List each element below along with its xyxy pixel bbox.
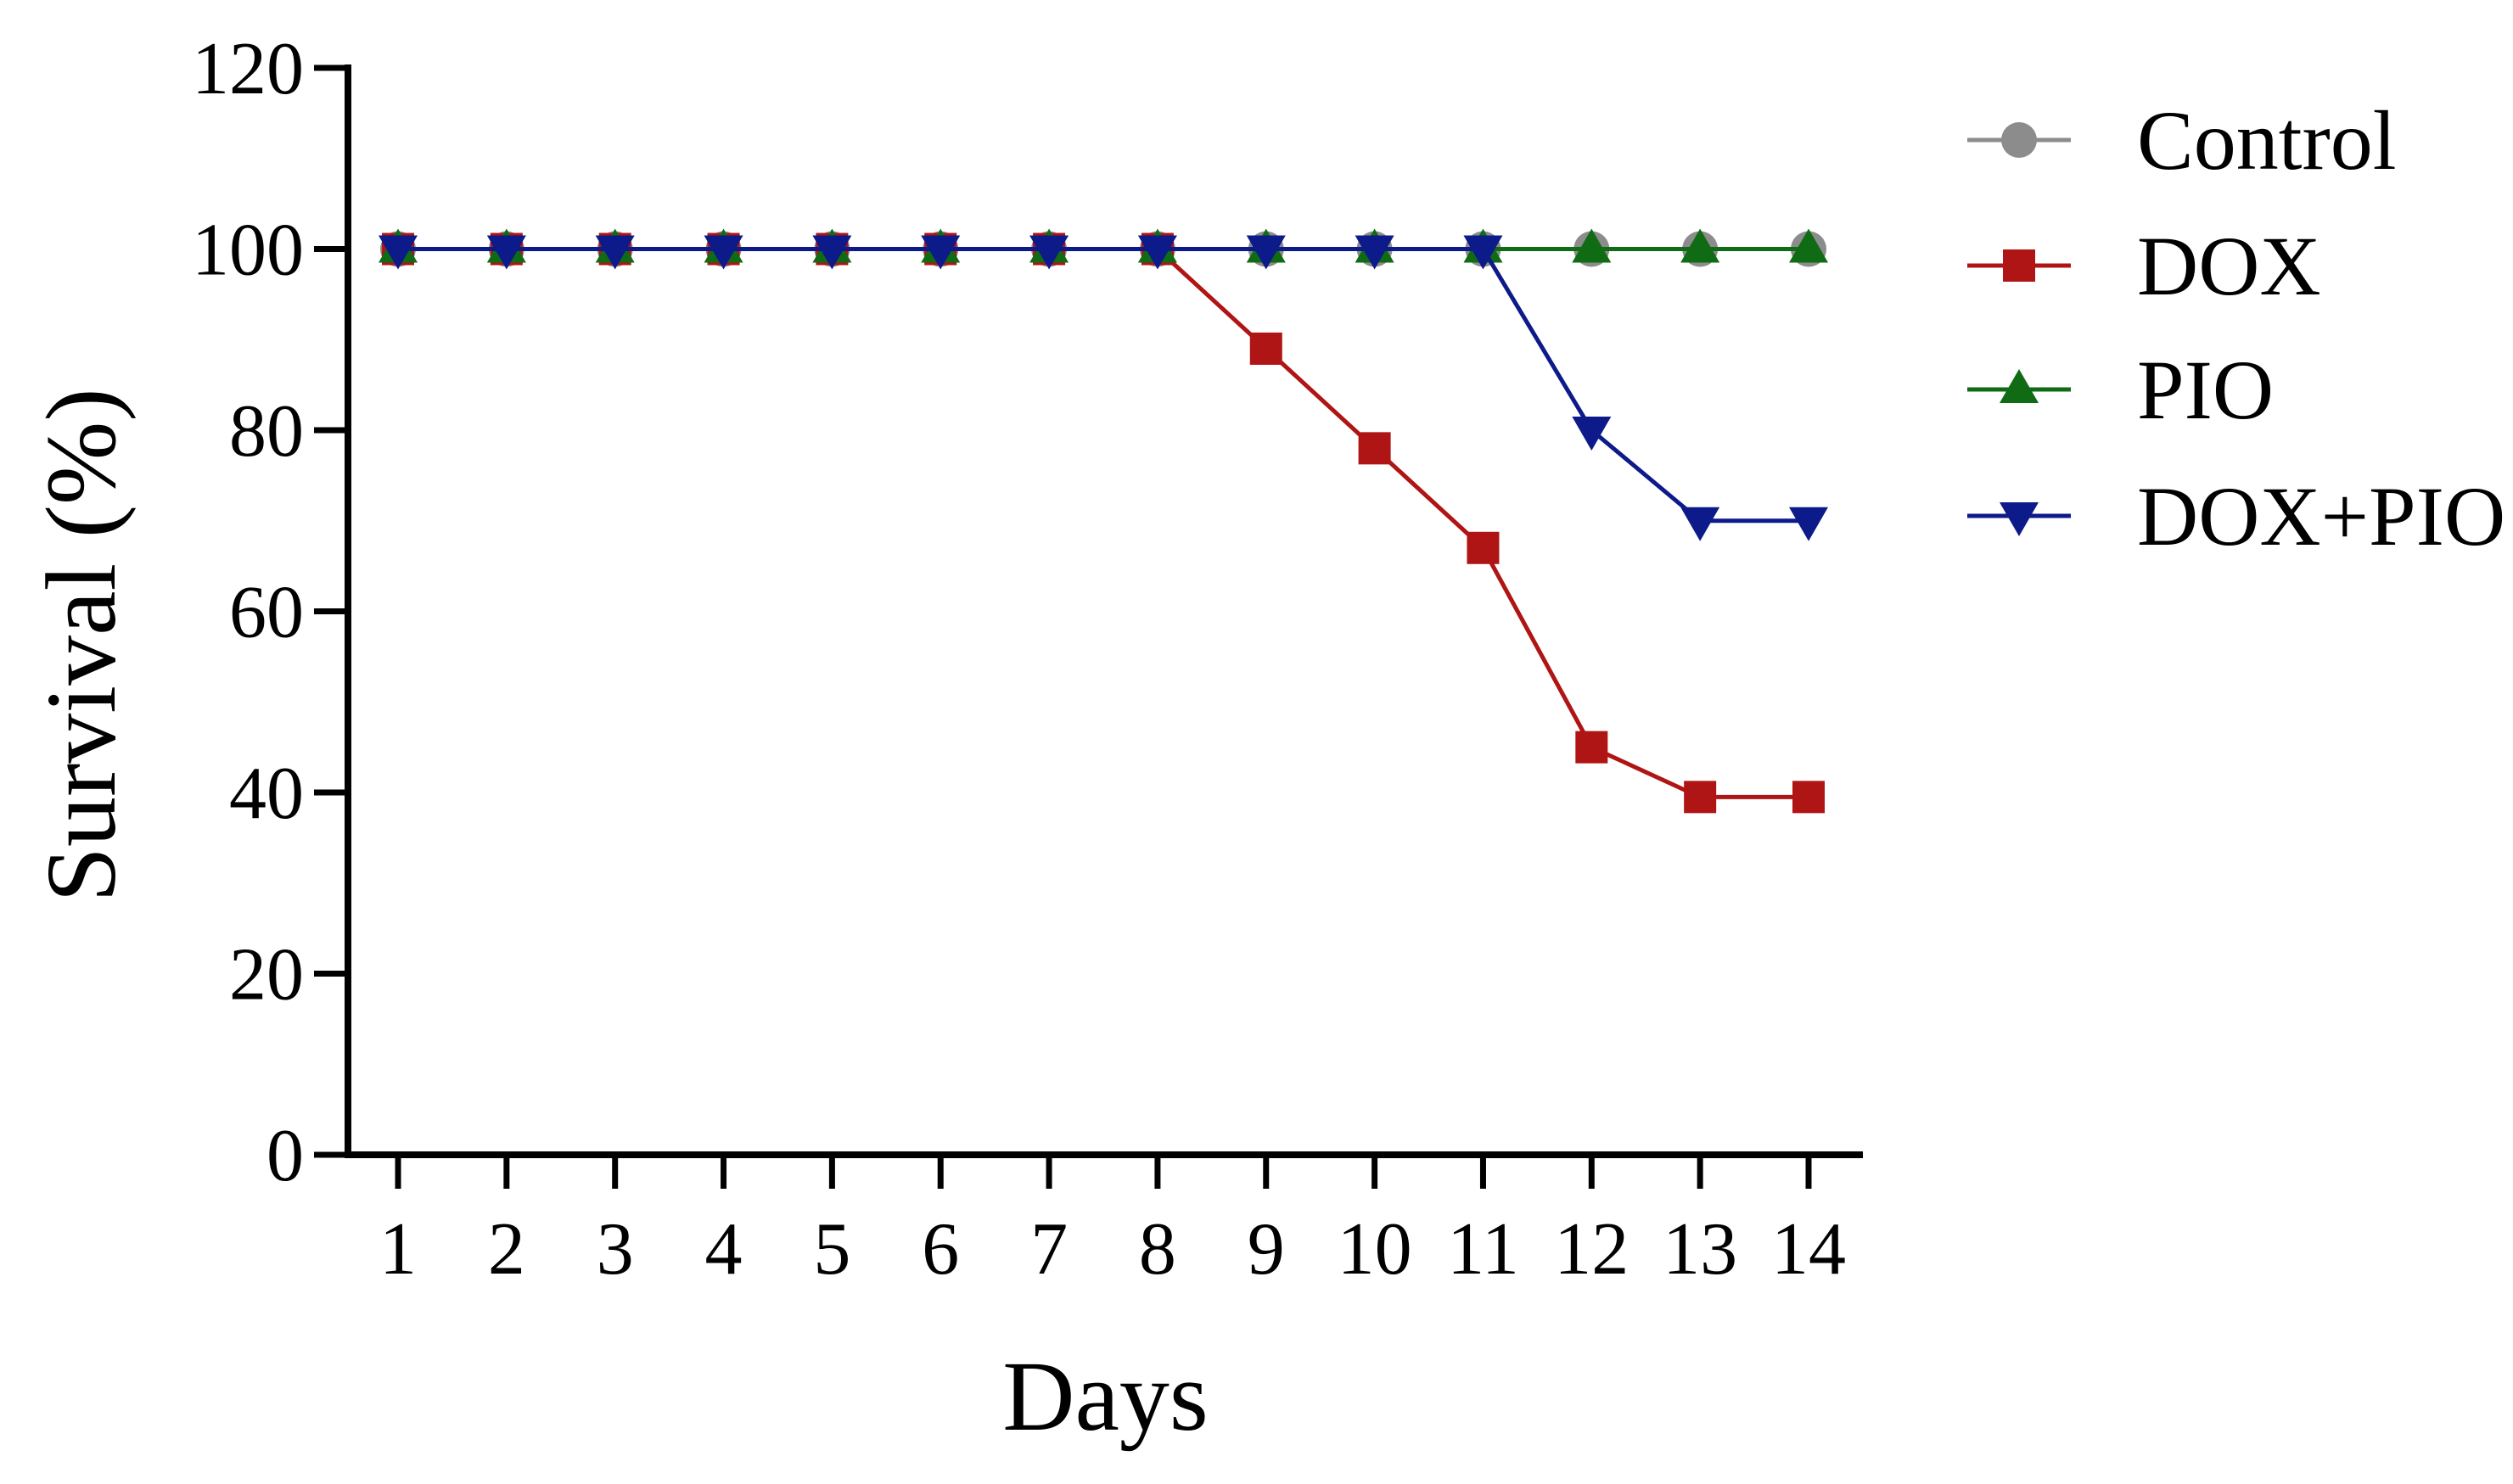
- x-axis-title: Days: [1002, 1341, 1209, 1452]
- legend-item-control: Control: [1967, 93, 2397, 188]
- data-point-dox: [1792, 781, 1825, 814]
- x-tick-label: 13: [1663, 1208, 1737, 1291]
- data-point-dox: [1684, 781, 1717, 814]
- y-tick-label: 20: [229, 934, 304, 1016]
- data-point-dox-pio: [812, 235, 852, 270]
- data-point-dox-pio: [1137, 235, 1177, 270]
- y-tick-label: 40: [229, 753, 304, 835]
- series-dox: [382, 232, 1825, 814]
- y-tick-label: 120: [192, 28, 304, 110]
- series-dox-pio: [379, 235, 1828, 541]
- data-point-dox-pio: [1029, 235, 1069, 270]
- data-point-dox-pio: [1680, 507, 1720, 541]
- data-point-dox-pio: [595, 235, 635, 270]
- data-point-dox-pio: [921, 235, 961, 270]
- series-line-dox: [398, 247, 1809, 799]
- data-point-dox-pio: [1355, 235, 1394, 270]
- data-point-dox-pio: [379, 235, 418, 270]
- x-tick-label: 8: [1139, 1208, 1176, 1291]
- legend-item-pio: PIO: [1967, 343, 2274, 437]
- data-point-dox: [1358, 432, 1391, 465]
- legend-label: DOX+PIO: [2137, 469, 2505, 563]
- legend-item-dox: DOX: [1967, 219, 2321, 313]
- series-pio: [379, 228, 1828, 263]
- legend-marker: [2001, 122, 2037, 158]
- x-tick-label: 12: [1554, 1208, 1629, 1291]
- legend-label: DOX: [2137, 219, 2321, 313]
- data-point-dox-pio: [704, 235, 743, 270]
- x-tick-label: 4: [705, 1208, 743, 1291]
- series-layer: [379, 228, 1828, 814]
- data-point-pio: [1680, 228, 1720, 263]
- data-point-dox-pio: [486, 235, 526, 270]
- data-point-dox-pio: [1789, 507, 1828, 541]
- data-point-dox-pio: [1246, 235, 1286, 270]
- y-tick-label: 60: [229, 572, 304, 654]
- legend-marker: [2000, 369, 2039, 403]
- data-point-dox: [1249, 332, 1282, 365]
- x-tick-label: 2: [488, 1208, 525, 1291]
- legend-marker: [2000, 502, 2039, 536]
- legend-label: Control: [2137, 93, 2397, 188]
- x-tick-label: 1: [379, 1208, 417, 1291]
- y-tick-label: 0: [266, 1115, 304, 1197]
- data-point-dox: [1467, 531, 1500, 564]
- data-point-pio: [1789, 228, 1828, 263]
- x-tick-label: 6: [922, 1208, 959, 1291]
- legend-marker: [2003, 249, 2035, 282]
- data-point-pio: [1572, 228, 1612, 263]
- x-tick-label: 10: [1338, 1208, 1412, 1291]
- x-tick-label: 14: [1771, 1208, 1846, 1291]
- data-point-dox-pio: [1463, 235, 1503, 270]
- x-tick-label: 5: [813, 1208, 850, 1291]
- legend-label: PIO: [2137, 343, 2274, 437]
- legend: Control DOX PIO DOX+PIO: [1967, 93, 2505, 563]
- x-tick-label: 11: [1447, 1208, 1519, 1291]
- series-line-dox-pio: [398, 247, 1809, 524]
- legend-item-dox-pio: DOX+PIO: [1967, 469, 2505, 563]
- x-tick-label: 3: [597, 1208, 634, 1291]
- x-tick-label: 9: [1248, 1208, 1285, 1291]
- data-point-dox: [1575, 731, 1608, 764]
- y-axis-title: Survival (%): [25, 388, 137, 902]
- y-tick-label: 100: [192, 210, 304, 292]
- data-point-dox-pio: [1572, 417, 1612, 451]
- x-tick-label: 7: [1030, 1208, 1068, 1291]
- y-tick-label: 80: [229, 390, 304, 473]
